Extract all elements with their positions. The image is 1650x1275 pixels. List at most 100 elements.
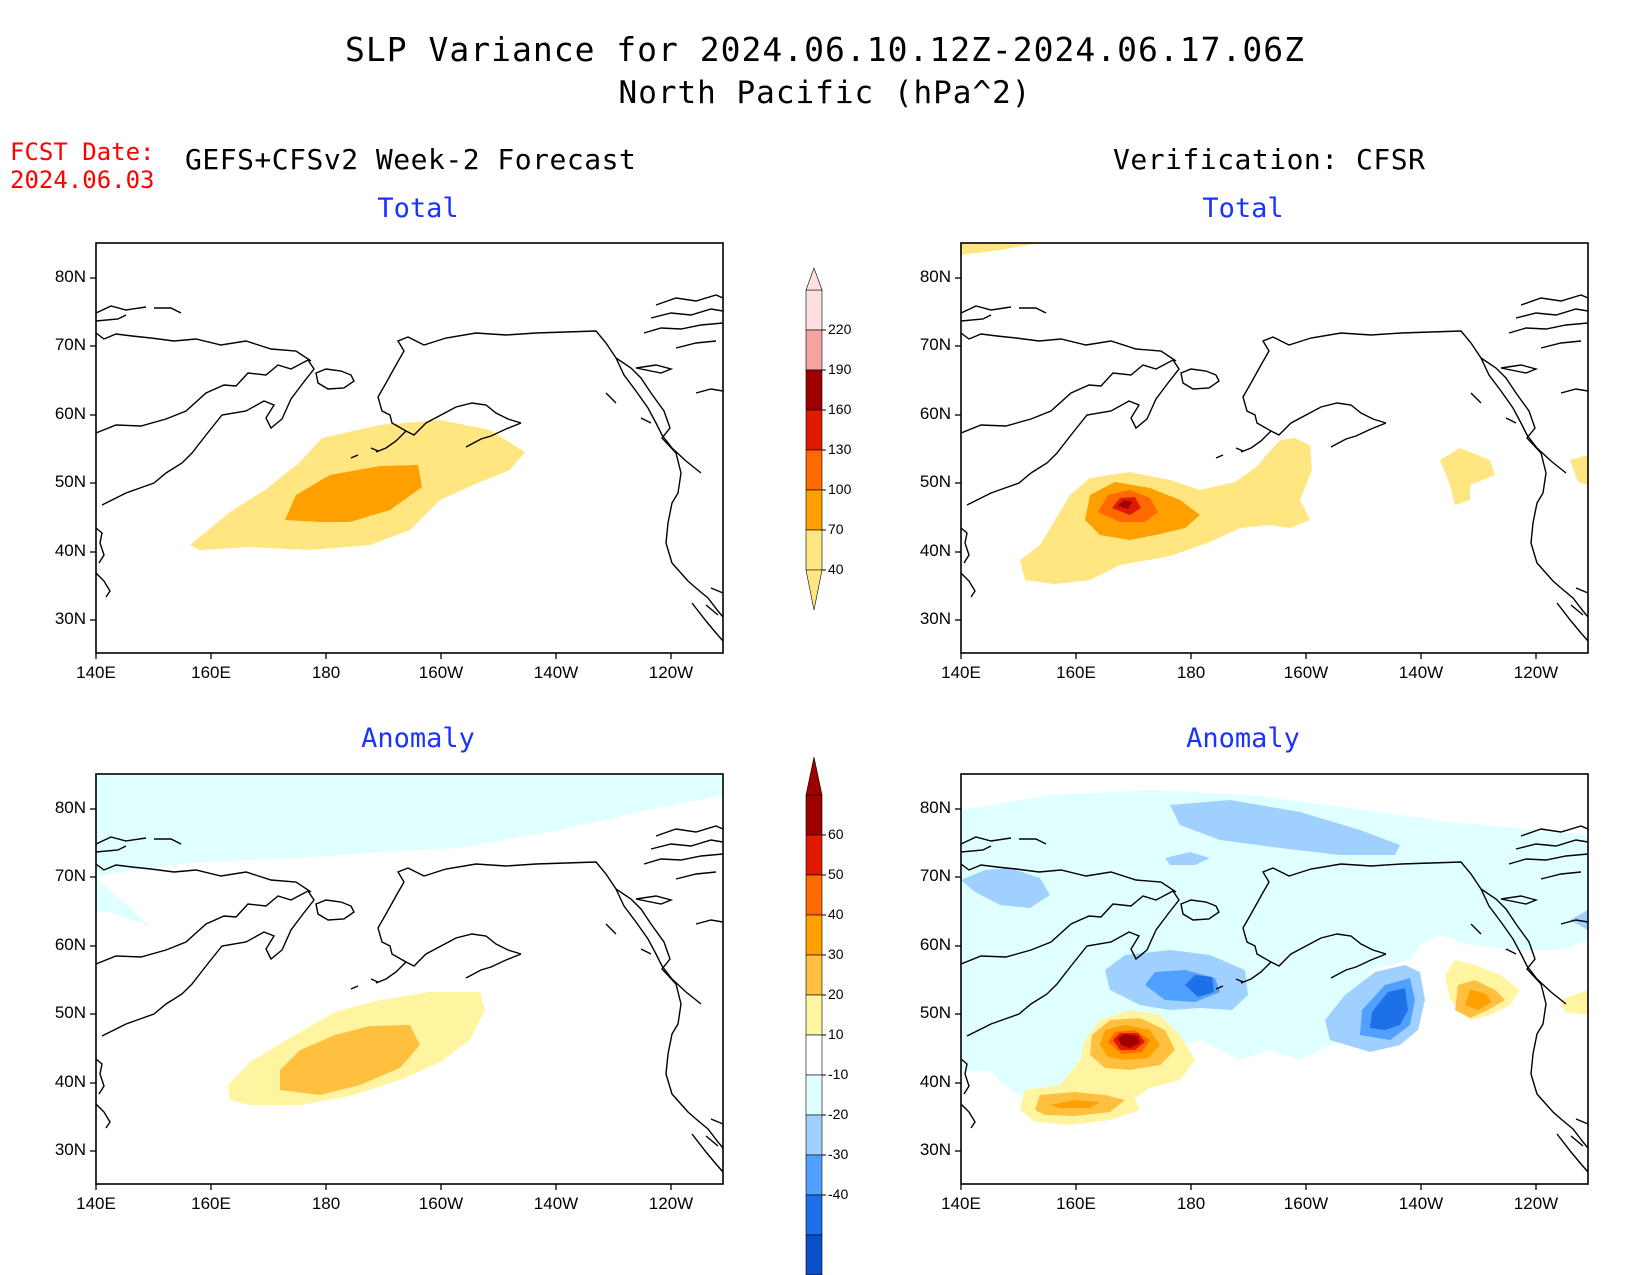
fcst-total-lat-label: 30N bbox=[54, 609, 86, 628]
obs-total-lat-label: 40N bbox=[919, 541, 951, 560]
obs-anom-lat-label: 30N bbox=[919, 1140, 951, 1159]
colorbar-total-label: 100 bbox=[828, 481, 852, 497]
obs-total-lat-label: 30N bbox=[919, 609, 951, 628]
colorbar-anomaly-label: -10 bbox=[828, 1066, 849, 1082]
colorbar-total-label: 130 bbox=[828, 441, 852, 457]
fcst-total-map bbox=[96, 294, 723, 642]
fcst-total-lat-label: 70N bbox=[54, 335, 86, 354]
obs-anom-lat-label: 60N bbox=[919, 935, 951, 954]
obs-total-frame bbox=[960, 242, 1589, 654]
fcst-total-lon-label: 120W bbox=[648, 663, 694, 682]
colorbar-anomaly-swatch bbox=[805, 994, 823, 1036]
fcst-anom-lon-label: 140E bbox=[76, 1194, 116, 1213]
obs-total-lat-label: 70N bbox=[919, 335, 951, 354]
obs-anom-lon-label: 180 bbox=[1176, 1194, 1206, 1213]
obs-anom-lat-label: 50N bbox=[919, 1003, 951, 1022]
obs-total-lon-label: 140W bbox=[1398, 663, 1444, 682]
colorbar-anomaly-label: 30 bbox=[828, 946, 844, 962]
fcst-anom-lat-label: 40N bbox=[54, 1072, 86, 1091]
obs-anom-lon-label: 140W bbox=[1398, 1194, 1444, 1213]
colorbar-anomaly-label: 20 bbox=[828, 986, 844, 1002]
colorbar-anomaly-swatch bbox=[805, 914, 823, 956]
fcst-anom-lon-label: 140W bbox=[533, 1194, 579, 1213]
obs-anomaly-map bbox=[961, 790, 1588, 1173]
obs-total-lon-label: 120W bbox=[1513, 663, 1559, 682]
obs-total-lat-label: 60N bbox=[919, 404, 951, 423]
obs-total-lon-label: 180 bbox=[1176, 663, 1206, 682]
obs-total-lon-label: 160E bbox=[1056, 663, 1096, 682]
colorbar-anomaly-label: -40 bbox=[828, 1186, 849, 1202]
colorbar-anomaly-label: 10 bbox=[828, 1026, 844, 1042]
obs-anom-lat-label: 40N bbox=[919, 1072, 951, 1091]
fcst-total-lat-label: 50N bbox=[54, 472, 86, 491]
obs-total-lat-label: 80N bbox=[919, 267, 951, 286]
colorbar-anomaly-label: -20 bbox=[828, 1106, 849, 1122]
colorbar-total-swatch bbox=[805, 409, 823, 451]
colorbar-total-swatch bbox=[805, 489, 823, 531]
colorbar-anomaly-label: 40 bbox=[828, 906, 844, 922]
fcst-anom-lat-label: 60N bbox=[54, 935, 86, 954]
fcst-total-lat-label: 60N bbox=[54, 404, 86, 423]
colorbar-anomaly-swatch bbox=[805, 1154, 823, 1196]
obs-anom-lon-label: 140E bbox=[941, 1194, 981, 1213]
fcst-total-lat-label: 40N bbox=[54, 541, 86, 560]
colorbar-total-label: 220 bbox=[828, 321, 852, 337]
fcst-total-lon-label: 160W bbox=[418, 663, 464, 682]
obs-total-lon-label: 160W bbox=[1283, 663, 1329, 682]
main-subtitle: North Pacific (hPa^2) bbox=[618, 75, 1032, 111]
fcst-anom-lat-label: 50N bbox=[54, 1003, 86, 1022]
fcst-total-frame bbox=[95, 242, 724, 654]
fcst-date-value: 2024.06.03 bbox=[10, 166, 155, 194]
fcst-anom-lat-label: 30N bbox=[54, 1140, 86, 1159]
fcst-total-lat-label: 80N bbox=[54, 267, 86, 286]
colorbar-anomaly-swatch bbox=[805, 954, 823, 996]
colorbar-anomaly-swatch bbox=[805, 1074, 823, 1116]
obs-anom-lon-label: 160W bbox=[1283, 1194, 1329, 1213]
colorbar-anomaly-swatch bbox=[805, 1234, 823, 1275]
fcst-total-lon-label: 140E bbox=[76, 663, 116, 682]
obs-anom-lat-label: 70N bbox=[919, 866, 951, 885]
obs-anom-contour-neg20a bbox=[1170, 800, 1400, 855]
colorbar-anomaly-swatch bbox=[805, 1034, 823, 1076]
fcst-anomaly-frame bbox=[95, 773, 724, 1185]
colorbar-anomaly-swatch bbox=[805, 1194, 823, 1236]
obs-total-subtitle: Total bbox=[1202, 193, 1284, 224]
fcst-date-block: FCST Date: 2024.06.03 bbox=[10, 138, 155, 194]
obs-total-lon-label: 140E bbox=[941, 663, 981, 682]
colorbar-total-top-arrow bbox=[805, 267, 823, 291]
fcst-anom-contour-20 bbox=[280, 1025, 420, 1095]
colorbar-total-label: 70 bbox=[828, 521, 844, 537]
fcst-anom-lat-label: 80N bbox=[54, 798, 86, 817]
colorbar-total-label: 160 bbox=[828, 401, 852, 417]
fcst-anom-lon-label: 160E bbox=[191, 1194, 231, 1213]
fcst-total-contour-70 bbox=[285, 465, 422, 522]
colorbar-anomaly-top-arrow bbox=[805, 756, 823, 796]
colorbar-anomaly-label: -30 bbox=[828, 1146, 849, 1162]
colorbar-anomaly-label: 50 bbox=[828, 866, 844, 882]
fcst-total-lon-label: 180 bbox=[311, 663, 341, 682]
obs-anomaly-frame bbox=[960, 773, 1589, 1185]
colorbar-total-label: 190 bbox=[828, 361, 852, 377]
obs-anom-lon-label: 160E bbox=[1056, 1194, 1096, 1213]
obs-total-map bbox=[961, 243, 1588, 642]
colorbar-anomaly-swatch bbox=[805, 874, 823, 916]
fcst-total-subtitle: Total bbox=[377, 193, 459, 224]
fcst-total-lon-label: 140W bbox=[533, 663, 579, 682]
obs-anomaly-subtitle: Anomaly bbox=[1186, 723, 1300, 754]
verification-column-title: Verification: CFSR bbox=[1113, 143, 1426, 176]
colorbar-total-label: 40 bbox=[828, 561, 844, 577]
colorbar-anomaly-label: 60 bbox=[828, 826, 844, 842]
colorbar-anomaly-swatch bbox=[805, 794, 823, 836]
obs-total-lat-label: 50N bbox=[919, 472, 951, 491]
fcst-anom-lon-label: 120W bbox=[648, 1194, 694, 1213]
colorbar-total-swatch bbox=[805, 449, 823, 491]
colorbar-anomaly-swatch bbox=[805, 834, 823, 876]
fcst-anomaly-map bbox=[96, 774, 723, 1173]
colorbar-total-swatch bbox=[805, 289, 823, 331]
colorbar-total-swatch bbox=[805, 329, 823, 371]
colorbar-total-swatch bbox=[805, 369, 823, 411]
main-title: SLP Variance for 2024.06.10.12Z-2024.06.… bbox=[345, 30, 1305, 69]
colorbar-anomaly-swatch bbox=[805, 1114, 823, 1156]
fcst-anom-contour-neg10 bbox=[96, 774, 723, 878]
